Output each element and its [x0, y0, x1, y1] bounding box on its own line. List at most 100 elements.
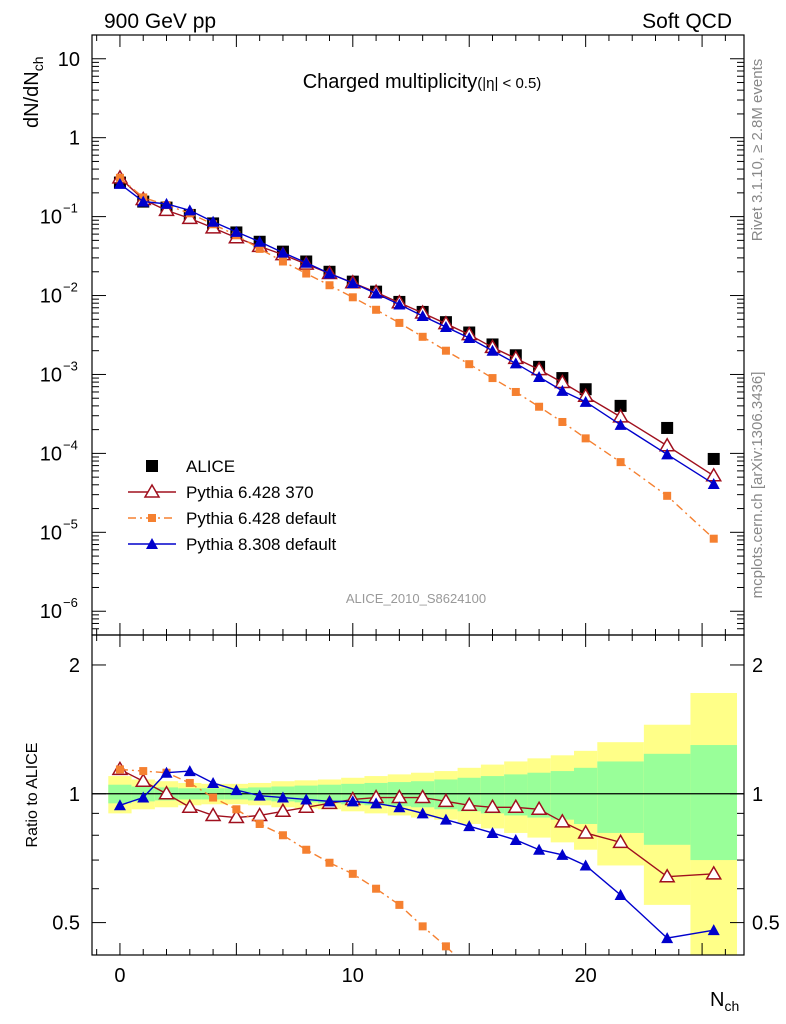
- y-tick-exponent: −1: [63, 201, 78, 216]
- chart-title: Charged multiplicity(|η| < 0.5): [303, 71, 542, 93]
- data-point: [416, 310, 429, 322]
- data-point: [115, 765, 124, 774]
- data-point: [581, 434, 590, 443]
- data-point: [439, 320, 452, 332]
- rivet-label: Rivet 3.1.10, ≥ 2.8M events: [749, 59, 766, 242]
- data-point: [302, 269, 311, 278]
- y-tick-label: 1: [69, 784, 80, 806]
- xlabel: Nch: [710, 989, 739, 1014]
- data-point: [185, 778, 194, 787]
- y-tick-label: 10: [40, 286, 62, 308]
- data-point: [484, 798, 501, 814]
- data-point: [614, 889, 627, 901]
- data-point: [228, 809, 245, 824]
- data-point: [134, 772, 152, 787]
- data-point: [302, 845, 311, 854]
- band-inner: [527, 772, 551, 818]
- data-point: [509, 357, 522, 369]
- data-point: [395, 318, 404, 327]
- data-point: [278, 257, 287, 266]
- data-point: [137, 791, 150, 803]
- chart-title-suffix: (|η| < 0.5): [477, 75, 541, 92]
- band-inner: [690, 745, 738, 861]
- x-tick-label: 10: [342, 965, 364, 987]
- data-point: [181, 798, 199, 814]
- y-tick-label: 10: [40, 522, 62, 544]
- y-tick-label: 10: [58, 49, 80, 71]
- data-point: [158, 785, 175, 800]
- data-point: [577, 824, 594, 839]
- data-point: [535, 402, 544, 411]
- data-point: [463, 820, 476, 832]
- data-point: [146, 460, 158, 472]
- band-inner: [550, 771, 575, 820]
- y-tick-exponent: −5: [63, 516, 78, 531]
- data-point: [253, 235, 266, 247]
- data-point: [663, 491, 672, 500]
- main-ylabel-main: dN/dN: [21, 71, 43, 128]
- data-point: [370, 797, 383, 809]
- data-point: [616, 458, 625, 467]
- main-ylabel: dN/dNch: [21, 57, 46, 129]
- data-point: [556, 384, 569, 396]
- band-inner: [597, 761, 644, 833]
- xlabel-sub: ch: [724, 998, 739, 1014]
- y-tick-label: 10: [40, 601, 62, 623]
- band-inner: [643, 753, 691, 845]
- legend-label: Pythia 6.428 370: [186, 483, 314, 502]
- data-point: [558, 417, 567, 426]
- y-tick-exponent: −4: [63, 437, 78, 452]
- data-point: [612, 833, 629, 849]
- data-point: [325, 858, 334, 867]
- band-inner: [480, 776, 505, 814]
- data-point: [230, 784, 243, 796]
- data-point: [393, 801, 406, 813]
- data-point: [658, 868, 676, 883]
- legend: ALICE Pythia 6.428 370 Pythia 6.428 defaul…: [128, 457, 337, 554]
- data-point: [488, 374, 497, 383]
- data-point: [486, 826, 499, 838]
- data-point: [465, 965, 473, 973]
- y-tick-label: 10: [40, 207, 62, 229]
- ratio-series-layer: [111, 760, 723, 973]
- data-point: [556, 848, 569, 860]
- data-point: [707, 477, 720, 489]
- data-point: [209, 793, 218, 802]
- data-point: [183, 765, 196, 777]
- chart-title-main: Charged multiplicity: [303, 71, 478, 93]
- data-point: [230, 225, 243, 237]
- mcplots-label: mcplots.cern.ch [arXiv:1306.3436]: [749, 372, 766, 599]
- data-point: [393, 298, 406, 310]
- header-left: 900 GeV pp: [104, 10, 216, 33]
- main-series-layer: [111, 169, 723, 543]
- ratio-series-group: [111, 760, 723, 973]
- data-point: [183, 204, 196, 216]
- data-point: [709, 534, 718, 543]
- data-point: [276, 246, 289, 258]
- band-inner: [504, 774, 528, 816]
- y-tick-label: 10: [40, 364, 62, 386]
- data-point: [113, 177, 126, 189]
- data-point: [533, 370, 546, 382]
- data-point: [579, 395, 592, 407]
- y-tick-label: 1: [69, 128, 80, 150]
- data-point: [707, 452, 720, 465]
- data-point: [486, 344, 499, 356]
- band-inner: [574, 767, 598, 824]
- header-right: Soft QCD: [642, 10, 732, 33]
- data-point: [509, 833, 522, 845]
- data-point: [530, 800, 548, 816]
- data-point: [705, 865, 723, 880]
- data-point: [181, 209, 199, 225]
- data-point: [463, 331, 476, 343]
- ratio-axis-ticks: 0 10 20 0.5 0.5 1 1 2 2: [52, 635, 780, 987]
- data-point: [323, 267, 336, 279]
- y-tick-label-right: 1: [752, 784, 763, 806]
- xlabel-main: N: [710, 989, 724, 1011]
- data-point: [418, 332, 427, 341]
- data-point: [204, 806, 222, 822]
- data-point: [416, 807, 429, 819]
- x-tick-label: 0: [114, 965, 125, 987]
